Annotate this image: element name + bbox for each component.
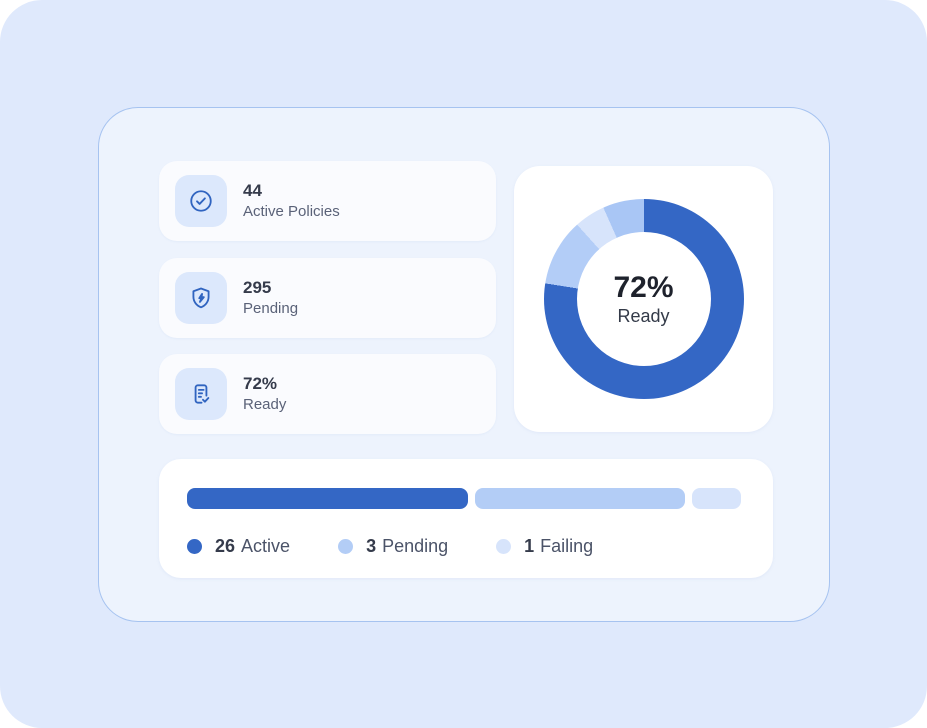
donut-center-value: 72%: [613, 271, 674, 304]
stat-label: Pending: [243, 299, 299, 317]
stat-label: Active Policies: [243, 202, 340, 220]
donut-chart: 72% Ready: [543, 199, 744, 399]
donut-center-label: Ready: [617, 306, 670, 326]
legend-dot: [338, 539, 354, 554]
legend-label: Pending: [382, 536, 449, 556]
progress-bar: [187, 488, 741, 509]
progress-segment-pending: [475, 488, 685, 509]
stat-tile-active-policies: 44 Active Policies: [159, 161, 496, 241]
stat-value: 295: [243, 278, 272, 298]
shield-bolt-icon: [175, 272, 227, 324]
document-check-icon: [175, 368, 227, 420]
policy-status-card: 26 Active 3 Pending 1 Failing: [159, 459, 773, 578]
legend-count: 1: [524, 536, 535, 556]
legend-dot: [187, 539, 202, 554]
stat-tile-pending: 295 Pending: [159, 258, 496, 338]
check-circle-icon: [175, 175, 227, 227]
stat-label: Ready: [243, 395, 287, 413]
donut-hole: 72% Ready: [576, 232, 711, 366]
stat-value: 44: [243, 181, 262, 201]
stat-value: 72%: [243, 374, 278, 394]
progress-legend: 26 Active 3 Pending 1 Failing: [187, 536, 741, 557]
compliance-panel: 44 Active Policies 295 Pending 72% Ready: [98, 107, 830, 622]
progress-segment-active: [187, 488, 468, 509]
legend-item-active: 26 Active: [187, 536, 290, 557]
legend-dot: [496, 539, 512, 554]
legend-count: 3: [366, 536, 377, 556]
legend-item-failing: 1 Failing: [496, 536, 593, 557]
legend-item-pending: 3 Pending: [338, 536, 448, 557]
stat-tile-ready: 72% Ready: [159, 354, 496, 434]
legend-label: Active: [241, 536, 291, 556]
readiness-donut-card: 72% Ready: [514, 166, 773, 432]
progress-segment-failing: [692, 488, 741, 509]
legend-label: Failing: [540, 536, 594, 556]
legend-count: 26: [215, 536, 236, 556]
